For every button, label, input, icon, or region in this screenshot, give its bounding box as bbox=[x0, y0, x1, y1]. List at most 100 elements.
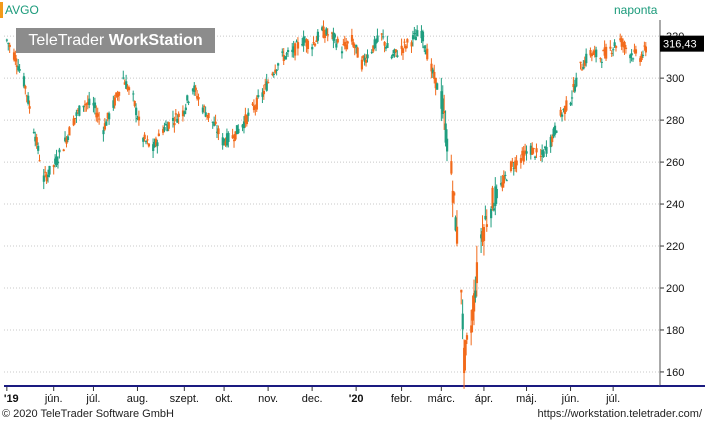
candle-body bbox=[313, 43, 317, 46]
candle-body bbox=[416, 30, 419, 37]
candle-body bbox=[424, 50, 427, 55]
candle-body bbox=[116, 93, 119, 97]
candle-body bbox=[336, 38, 339, 43]
candle-body bbox=[502, 175, 506, 184]
y-tick-label: 160 bbox=[666, 367, 684, 379]
x-tick-label: okt. bbox=[215, 393, 233, 405]
candle-body bbox=[203, 106, 206, 108]
candle-body bbox=[83, 104, 87, 106]
candle-body bbox=[623, 41, 626, 48]
candle-body bbox=[64, 137, 67, 142]
candle-body bbox=[135, 107, 138, 116]
candle-body bbox=[580, 69, 584, 71]
candle-body bbox=[186, 95, 189, 101]
watermark-brand: TeleTrader bbox=[28, 32, 105, 49]
candle-body bbox=[113, 97, 116, 106]
candle-body bbox=[137, 116, 141, 121]
candle-body bbox=[164, 124, 168, 126]
candle-body bbox=[460, 289, 463, 293]
candle-body bbox=[394, 49, 398, 53]
candle-body bbox=[634, 49, 638, 54]
candle-body bbox=[241, 124, 244, 128]
candle-body bbox=[345, 44, 348, 50]
candle-body bbox=[255, 97, 258, 110]
candle-body bbox=[471, 309, 474, 321]
candle-body bbox=[589, 50, 592, 56]
candle-body bbox=[45, 174, 48, 182]
candle-body bbox=[126, 86, 129, 90]
candle-body bbox=[171, 117, 175, 121]
candle-body bbox=[85, 103, 88, 105]
candle-body bbox=[312, 42, 315, 44]
candle-body bbox=[323, 34, 327, 39]
candle-body bbox=[363, 57, 366, 62]
candle-body bbox=[403, 41, 406, 43]
candle-body bbox=[555, 130, 558, 133]
candle-body bbox=[65, 138, 68, 144]
candle-body bbox=[197, 97, 200, 100]
candle-body bbox=[579, 61, 582, 64]
candle-body bbox=[166, 125, 169, 132]
candle-body bbox=[123, 82, 126, 85]
candle-body bbox=[553, 125, 557, 135]
website-link[interactable]: https://workstation.teletrader.com/ bbox=[537, 408, 702, 420]
candle-body bbox=[223, 138, 226, 143]
candle-body bbox=[153, 141, 156, 148]
candle-body bbox=[191, 88, 195, 92]
candle-body bbox=[484, 215, 487, 220]
candle-body bbox=[304, 41, 307, 43]
candle-body bbox=[514, 160, 517, 169]
candle-body bbox=[630, 53, 633, 56]
candle-body bbox=[38, 160, 41, 162]
candle-body bbox=[420, 30, 423, 39]
candle-body bbox=[632, 58, 635, 60]
candle-body bbox=[572, 83, 575, 88]
candle-body bbox=[147, 143, 151, 147]
candle-body bbox=[356, 47, 359, 58]
candle-body bbox=[509, 161, 513, 171]
candle-body bbox=[454, 217, 457, 231]
candle-body bbox=[472, 293, 476, 312]
candle-body bbox=[296, 42, 300, 49]
candle-body bbox=[481, 231, 484, 242]
candle-body bbox=[582, 66, 585, 70]
candle-body bbox=[201, 107, 204, 113]
candle-body bbox=[562, 109, 565, 111]
candle-body bbox=[475, 262, 479, 284]
candle-body bbox=[47, 174, 50, 178]
candle-body bbox=[643, 45, 646, 47]
candle-body bbox=[133, 101, 136, 106]
candle-body bbox=[590, 53, 594, 57]
x-tick-label: dec. bbox=[302, 393, 323, 405]
candle-body bbox=[193, 85, 196, 92]
y-tick-label: 200 bbox=[666, 283, 684, 295]
candle-body bbox=[430, 63, 433, 72]
candle-body bbox=[95, 112, 98, 118]
candle-body bbox=[315, 40, 318, 43]
candle-body bbox=[340, 51, 344, 54]
candle-body bbox=[593, 50, 596, 53]
candle-body bbox=[92, 102, 95, 106]
x-tick-label: ápr. bbox=[475, 393, 493, 405]
candle-body bbox=[112, 100, 115, 108]
candle-body bbox=[217, 128, 220, 135]
candle-body bbox=[321, 27, 324, 30]
candle-body bbox=[34, 136, 37, 142]
candle-body bbox=[375, 40, 378, 44]
candle-body bbox=[285, 53, 288, 55]
candle-body bbox=[474, 290, 477, 298]
candle-body bbox=[619, 38, 622, 41]
candle-body bbox=[181, 110, 185, 117]
candle-body bbox=[245, 115, 249, 125]
candle-body bbox=[599, 58, 602, 60]
candle-body bbox=[105, 121, 108, 126]
candle-body bbox=[436, 83, 439, 90]
x-tick-label: júl. bbox=[85, 393, 100, 405]
candle-body bbox=[583, 60, 586, 66]
candle-body bbox=[633, 49, 636, 53]
candle-body bbox=[146, 139, 149, 141]
candle-body bbox=[342, 44, 345, 46]
period-selector[interactable]: naponta bbox=[614, 3, 658, 17]
candle-body bbox=[575, 77, 578, 87]
